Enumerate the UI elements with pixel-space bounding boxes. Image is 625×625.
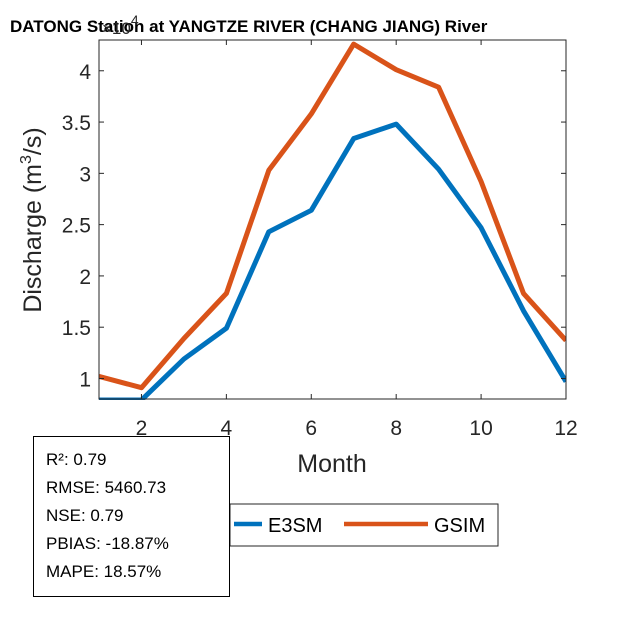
series-line-gsim [99, 41, 566, 391]
stat-mape: MAPE: 18.57% [46, 562, 162, 581]
stats-box: R²: 0.79 RMSE: 5460.73 NSE: 0.79 PBIAS: … [33, 436, 230, 597]
y-tick-label: 1.5 [62, 317, 91, 340]
y-tick-label: 4 [79, 61, 91, 84]
y-tick-label: 1 [79, 368, 91, 391]
legend-label-gsim: GSIM [434, 515, 485, 537]
y-axis-label: Discharge (m3/s) [18, 127, 47, 312]
legend: E3SM GSIM [229, 503, 499, 547]
y-tick-label: 3.5 [62, 112, 91, 135]
y-tick-label: 3 [79, 163, 91, 186]
y-tick-label: 2 [79, 266, 91, 289]
x-tick-label: 12 [554, 417, 577, 440]
plot-box [98, 39, 567, 400]
stat-rmse: RMSE: 5460.73 [46, 478, 167, 497]
stat-nse: NSE: 0.79 [46, 506, 124, 525]
plot-area [99, 40, 566, 399]
x-tick-label: 8 [390, 417, 402, 440]
legend-label-e3sm: E3SM [268, 515, 322, 537]
y-tick-label: 2.5 [62, 215, 91, 238]
stat-r2: R²: 0.79 [46, 450, 107, 469]
x-tick-label: 4 [221, 417, 233, 440]
y-exponent: ×104 [102, 12, 139, 38]
series-line-e3sm [99, 121, 566, 400]
x-axis-label: Month [297, 450, 366, 478]
stat-pbias: PBIAS: -18.87% [46, 534, 169, 553]
x-tick-label: 6 [305, 417, 317, 440]
chart-title: DATONG Station at YANGTZE RIVER (CHANG J… [10, 17, 488, 36]
x-tick-label: 10 [469, 417, 492, 440]
x-tick-label: 2 [136, 417, 148, 440]
